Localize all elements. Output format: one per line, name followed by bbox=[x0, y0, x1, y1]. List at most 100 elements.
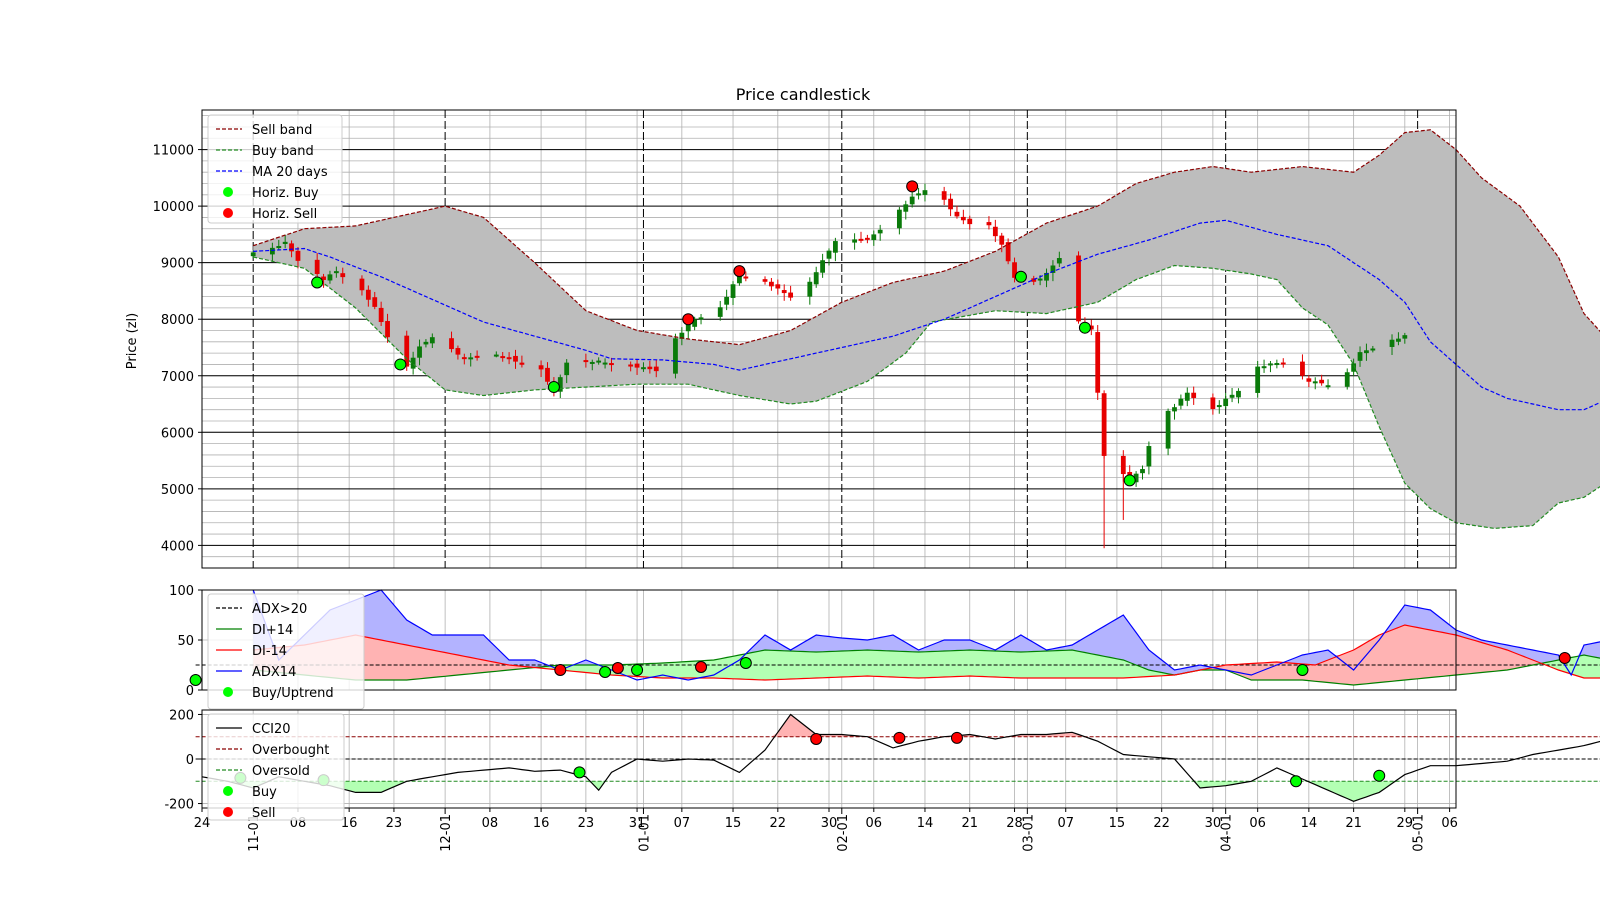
x-minor-tick-label: 29 bbox=[1397, 816, 1414, 831]
chart-title: Price candlestick bbox=[736, 85, 871, 104]
sell-marker bbox=[893, 731, 906, 744]
candle bbox=[1274, 363, 1280, 366]
x-minor-tick-label: 16 bbox=[341, 816, 358, 831]
candle bbox=[1120, 455, 1126, 475]
candle bbox=[967, 218, 973, 225]
x-major-tick-label: 02-01 bbox=[836, 814, 851, 852]
y-tick-label: 4000 bbox=[161, 539, 194, 554]
candle bbox=[365, 289, 371, 300]
legend-marker bbox=[223, 208, 233, 218]
legend-label: DI+14 bbox=[252, 623, 293, 638]
candle bbox=[506, 357, 512, 360]
sell-marker bbox=[950, 731, 963, 744]
price-panel: 4000 5000 6000 7000 8000 9000 10000 11000 bbox=[153, 109, 1600, 569]
candle bbox=[1364, 350, 1369, 354]
legend-marker bbox=[223, 807, 233, 817]
candle bbox=[960, 216, 966, 221]
candle bbox=[321, 276, 326, 280]
legend-label: Oversold bbox=[252, 764, 310, 779]
candle bbox=[589, 361, 595, 364]
candle bbox=[634, 363, 640, 368]
candle bbox=[1146, 446, 1152, 467]
candle bbox=[1172, 407, 1177, 412]
candle bbox=[359, 278, 365, 291]
buy-marker bbox=[1290, 775, 1303, 788]
candle bbox=[864, 237, 870, 240]
horiz-sell-marker bbox=[906, 180, 919, 193]
horiz-buy-marker bbox=[1123, 474, 1136, 487]
candle bbox=[474, 355, 480, 358]
candle bbox=[832, 241, 838, 253]
candle bbox=[1344, 372, 1350, 387]
candle bbox=[954, 211, 960, 217]
candle bbox=[1031, 278, 1037, 282]
candle bbox=[1050, 265, 1056, 273]
candle bbox=[1056, 258, 1062, 264]
candle bbox=[1191, 392, 1197, 398]
x-minor-tick-label: 28 bbox=[1006, 816, 1023, 831]
candle bbox=[564, 362, 570, 376]
y-tick-label: 100 bbox=[169, 584, 194, 599]
candle bbox=[1133, 473, 1139, 483]
y-axis-label: Price (zl) bbox=[125, 313, 140, 369]
candle bbox=[333, 271, 339, 274]
candle bbox=[948, 198, 953, 210]
candle bbox=[513, 355, 518, 362]
sell-marker bbox=[695, 661, 708, 673]
y-tick-label: 5000 bbox=[161, 483, 194, 498]
legend-label: ADX>20 bbox=[252, 602, 307, 617]
cci-panel: -200 0 200 bbox=[164, 708, 1600, 813]
candle bbox=[1255, 366, 1261, 393]
candle bbox=[269, 247, 275, 255]
candle bbox=[404, 335, 410, 367]
candle bbox=[743, 276, 749, 279]
candle bbox=[519, 362, 525, 365]
candle bbox=[1012, 262, 1017, 278]
horiz-buy-marker bbox=[547, 381, 560, 394]
candle bbox=[903, 204, 909, 212]
sell-marker bbox=[554, 664, 567, 676]
candle bbox=[941, 191, 947, 200]
candle bbox=[1325, 385, 1331, 388]
candle bbox=[314, 259, 320, 275]
candle bbox=[372, 297, 378, 307]
candle bbox=[327, 274, 333, 281]
candle bbox=[276, 246, 282, 249]
x-minor-tick-label: 16 bbox=[533, 816, 550, 831]
x-minor-tick-label: 23 bbox=[386, 816, 403, 831]
y-tick-label: -200 bbox=[164, 798, 194, 813]
candle bbox=[871, 234, 877, 241]
candle bbox=[820, 260, 826, 273]
candle bbox=[378, 307, 384, 323]
candle bbox=[1351, 363, 1357, 372]
legend-label: Horiz. Buy bbox=[252, 186, 319, 201]
legends: Sell band Buy band MA 20 days Horiz. Buy Hor… bbox=[207, 114, 365, 821]
buy-marker bbox=[189, 674, 202, 686]
candle bbox=[455, 348, 461, 355]
x-minor-tick-label: 08 bbox=[482, 816, 499, 831]
x-minor-tick-label: 15 bbox=[1109, 816, 1126, 831]
x-minor-tick-label: 23 bbox=[578, 816, 595, 831]
y-tick-label: 8000 bbox=[161, 313, 194, 328]
candle bbox=[679, 332, 685, 339]
candle bbox=[417, 346, 422, 358]
candle bbox=[1210, 397, 1216, 410]
band-fill bbox=[253, 129, 1600, 529]
candle bbox=[717, 307, 723, 317]
candle bbox=[724, 296, 730, 305]
candle bbox=[1312, 381, 1318, 384]
horiz-sell-marker bbox=[682, 313, 695, 326]
candle bbox=[647, 366, 653, 370]
candle bbox=[698, 317, 704, 320]
legend-label: Sell band bbox=[252, 123, 312, 138]
x-minor-tick-label: 24 bbox=[194, 816, 211, 831]
candle bbox=[896, 209, 902, 229]
y-tick-label: 9000 bbox=[161, 257, 194, 272]
candle bbox=[826, 250, 832, 259]
legend-label: Buy/Uptrend bbox=[252, 686, 334, 701]
candle bbox=[1037, 278, 1043, 281]
legend-label: Buy bbox=[252, 785, 277, 800]
horiz-buy-marker bbox=[394, 358, 407, 371]
x-major-tick-label: 12-01 bbox=[439, 814, 454, 852]
